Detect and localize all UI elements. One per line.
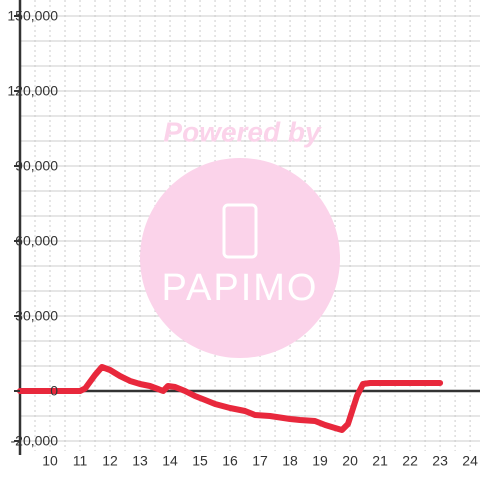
y-tick-label: 0 <box>50 383 58 399</box>
x-tick-label: 21 <box>372 453 388 469</box>
x-tick-label: 17 <box>252 453 268 469</box>
x-tick-label: 12 <box>102 453 118 469</box>
watermark-icon <box>222 203 258 259</box>
watermark-logo: PAPIMO <box>162 267 319 309</box>
x-tick-label: 18 <box>282 453 298 469</box>
x-tick-label: 24 <box>462 453 478 469</box>
y-tick-label: 120,000 <box>7 83 58 99</box>
plot: -20,000 0 30,000 60,000 90,000 120,000 150,000… <box>7 0 480 469</box>
x-tick-label: 13 <box>132 453 148 469</box>
x-tick-label: 19 <box>312 453 328 469</box>
y-tick-label: 30,000 <box>15 308 58 324</box>
y-tick-label: 60,000 <box>15 233 58 249</box>
watermark-text: Powered by <box>163 116 322 147</box>
watermark: Powered by PAPIMO <box>140 116 340 358</box>
x-tick-label: 20 <box>342 453 358 469</box>
x-tick-label: 10 <box>42 453 58 469</box>
x-tick-label: 11 <box>73 453 88 469</box>
x-tick-label: 23 <box>432 453 448 469</box>
y-tick-label: 90,000 <box>15 158 58 174</box>
x-tick-label: 15 <box>192 453 208 469</box>
x-tick-label: 22 <box>402 453 418 469</box>
y-tick-label: 150,000 <box>7 8 58 24</box>
line-series <box>17 364 444 433</box>
y-tick-label: -20,000 <box>11 433 59 449</box>
x-tick-label: 16 <box>222 453 238 469</box>
x-tick-label: 14 <box>162 453 178 469</box>
